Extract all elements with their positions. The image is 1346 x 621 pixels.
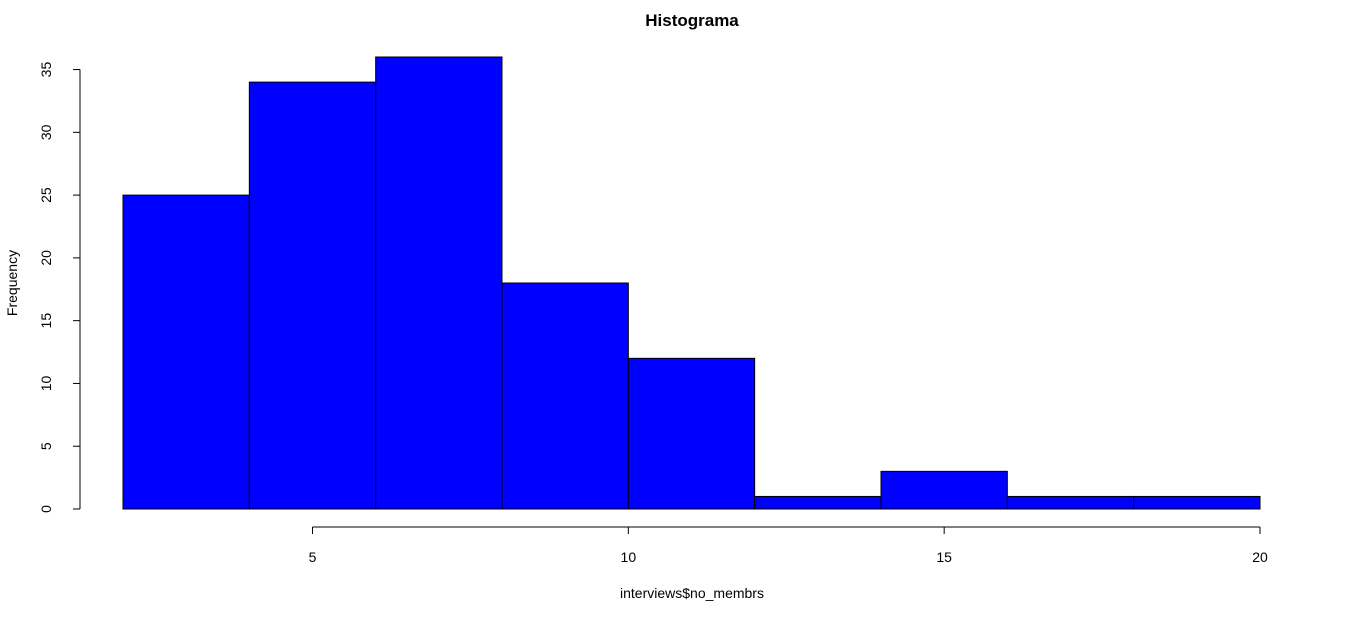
y-tick-label: 15 [38,313,54,329]
x-tick-label: 10 [621,549,637,565]
chart-title: Histograma [645,11,739,30]
y-tick-label: 30 [38,124,54,140]
histogram-bar-3 [501,282,629,510]
y-tick-label: 10 [38,375,54,391]
histogram-bar-6 [880,470,1008,510]
histogram-bar-1 [248,81,377,510]
histogram-bar-4 [627,357,756,510]
y-tick-label: 35 [38,62,54,78]
y-axis: 0 5 10 15 20 25 30 35 [38,62,81,513]
y-axis-label: Frequency [4,250,20,316]
y-tick-label: 25 [38,187,54,203]
y-tick-label: 20 [38,250,54,266]
y-tick-label: 0 [38,505,54,513]
x-axis-label: interviews$no_membrs [620,585,764,601]
histogram-bar-0 [122,194,250,510]
bars-group [122,56,1261,510]
histogram-bar-5 [754,495,882,510]
histogram-bar-2 [375,56,503,510]
y-tick-label: 5 [38,442,54,450]
x-tick-label: 15 [936,549,952,565]
x-tick-label: 5 [309,549,317,565]
histogram-bar-7 [1006,495,1135,510]
x-tick-label: 20 [1252,549,1268,565]
histogram-bar-8 [1133,495,1261,510]
x-axis: 5 10 15 20 [309,526,1268,565]
